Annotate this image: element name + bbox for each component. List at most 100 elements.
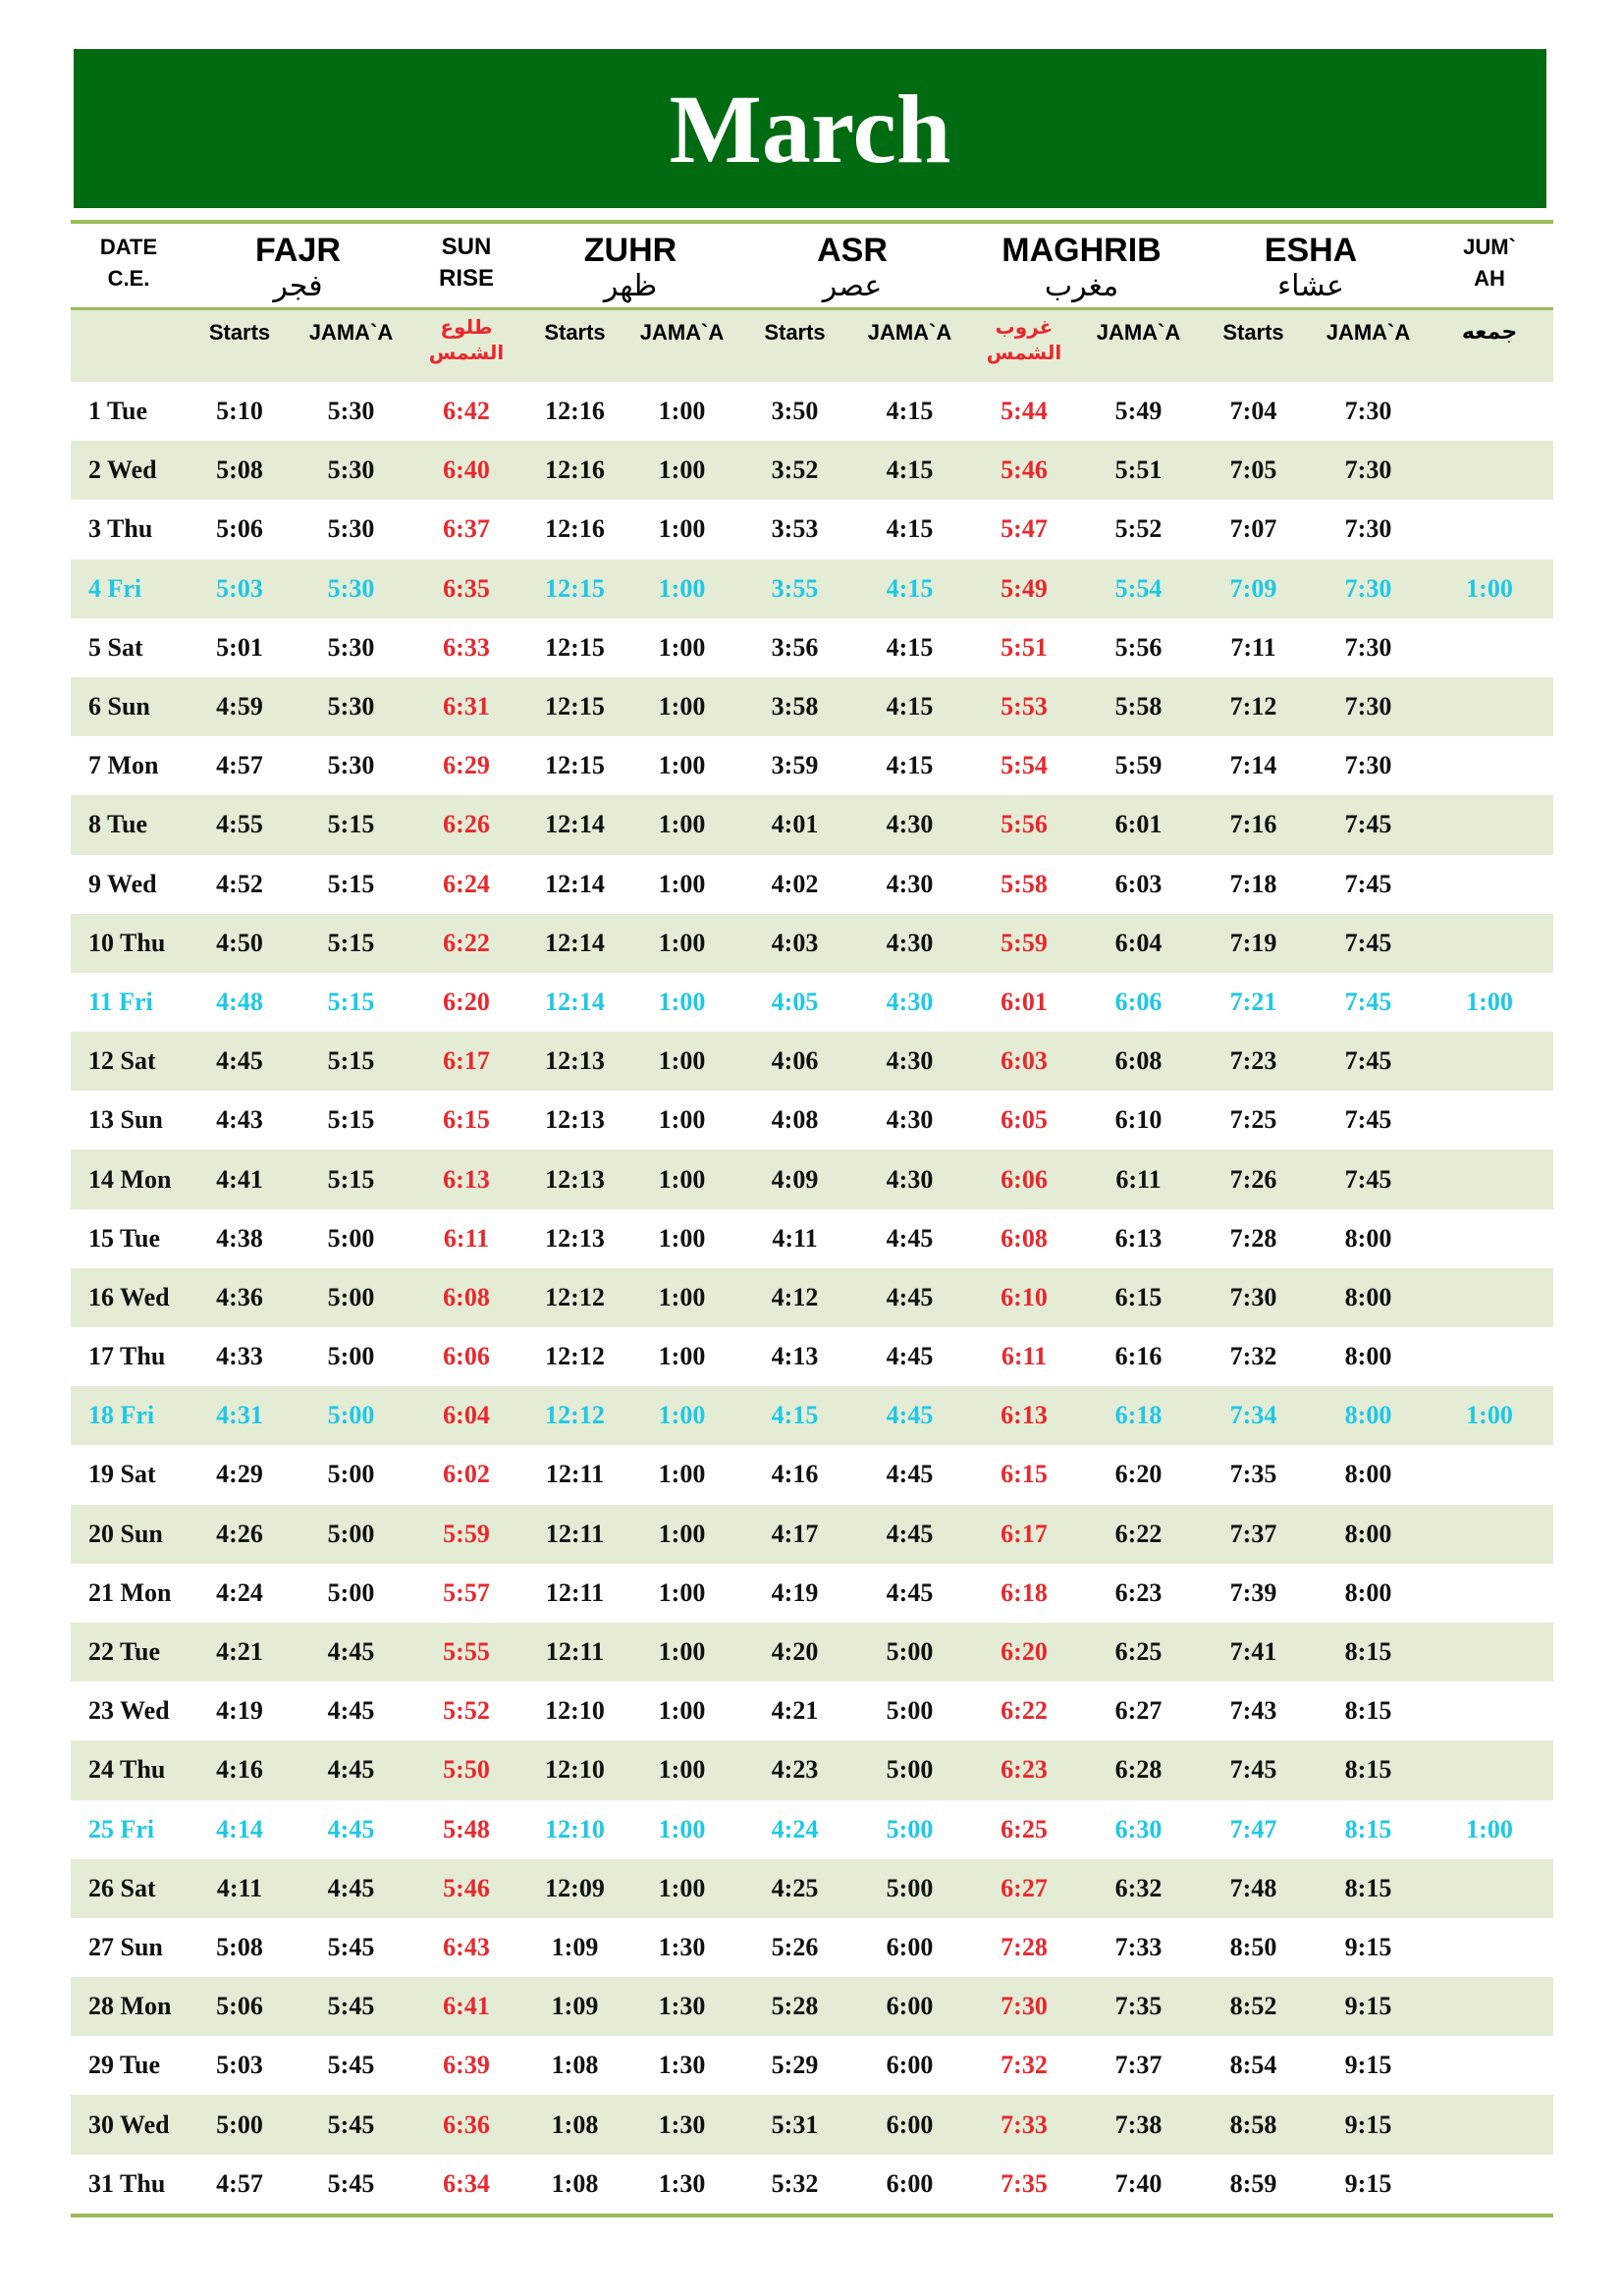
cell-date: 17 Thu: [88, 1342, 166, 1371]
cell-zuhr-starts: 1:09: [551, 1992, 599, 2021]
cell-sunrise: 6:41: [443, 1992, 490, 2021]
cell-date: 16 Wed: [88, 1282, 170, 1311]
fajr-label-ar: فجر: [273, 269, 323, 303]
cell-fajr-starts: 5:01: [216, 632, 263, 662]
cell-esha-starts: 7:26: [1229, 1164, 1277, 1194]
cell-maghrib-sunset: 6:08: [1001, 1223, 1048, 1253]
cell-maghrib-sunset: 6:27: [1001, 1873, 1048, 1902]
cell-fajr-starts: 4:45: [216, 1046, 263, 1076]
cell-zuhr-starts: 12:15: [545, 573, 605, 603]
cell-esha-jamaa: 7:30: [1344, 632, 1392, 662]
cell-asr-jamaa: 4:30: [886, 810, 934, 839]
cell-maghrib-sunset: 5:47: [1001, 514, 1048, 544]
cell-maghrib-jamaa: 6:23: [1114, 1577, 1163, 1607]
cell-zuhr-jamaa: 1:30: [658, 2051, 706, 2080]
cell-esha-starts: 7:30: [1229, 1282, 1277, 1311]
cell-fajr-starts: 5:10: [216, 397, 263, 426]
cell-zuhr-starts: 12:13: [545, 1164, 605, 1194]
cell-asr-jamaa: 4:15: [886, 514, 934, 544]
cell-fajr-starts: 5:03: [216, 2051, 263, 2080]
table-body: 1 Tue 5:10 5:30 6:42 12:16 1:00 3:50 4:15 5:44 5:…: [71, 382, 1553, 2214]
esha-label-ar: عشاء: [1277, 269, 1344, 303]
cell-zuhr-jamaa: 1:00: [658, 1342, 706, 1371]
cell-sunrise: 5:59: [443, 1519, 490, 1548]
cell-asr-starts: 4:03: [771, 928, 819, 957]
cell-date: 27 Sun: [88, 1932, 163, 1961]
fajr-label: FAJR: [255, 232, 341, 269]
table-row: 22 Tue 4:21 4:45 5:55 12:11 1:00 4:20 5:00 6:20 6…: [71, 1622, 1553, 1682]
cell-fajr-starts: 5:00: [216, 2109, 263, 2139]
cell-fajr-starts: 4:59: [216, 692, 263, 721]
cell-fajr-starts: 4:11: [216, 1873, 263, 1902]
cell-maghrib-sunset: 6:11: [1001, 1342, 1048, 1371]
cell-esha-jamaa: 7:45: [1344, 810, 1392, 839]
cell-zuhr-starts: 12:11: [545, 1637, 605, 1667]
cell-esha-starts: 7:19: [1229, 928, 1277, 957]
cell-asr-starts: 5:26: [771, 1932, 819, 1961]
cell-zuhr-starts: 1:09: [551, 1932, 599, 1961]
cell-maghrib-jamaa: 6:15: [1114, 1282, 1163, 1311]
cell-asr-starts: 3:53: [771, 514, 819, 544]
cell-fajr-jamaa: 4:45: [327, 1755, 375, 1785]
cell-fajr-starts: 5:06: [216, 1992, 263, 2021]
cell-esha-starts: 7:21: [1229, 987, 1277, 1016]
cell-asr-jamaa: 6:00: [886, 1992, 934, 2021]
cell-asr-starts: 5:31: [771, 2109, 819, 2139]
cell-asr-starts: 5:32: [771, 2168, 819, 2198]
table-row: 4 Fri 5:03 5:30 6:35 12:15 1:00 3:55 4:15 5:49 5:…: [71, 559, 1553, 618]
cell-maghrib-jamaa: 5:49: [1114, 397, 1163, 426]
cell-maghrib-sunset: 6:23: [1001, 1755, 1048, 1785]
cell-fajr-jamaa: 5:00: [327, 1460, 375, 1489]
cell-sunrise: 6:17: [443, 1046, 490, 1076]
table-row: 16 Wed 4:36 5:00 6:08 12:12 1:00 4:12 4:45 6:10 6…: [71, 1267, 1553, 1327]
cell-fajr-starts: 4:19: [216, 1696, 263, 1726]
cell-asr-jamaa: 4:15: [886, 751, 934, 780]
cell-maghrib-sunset: 5:44: [1001, 397, 1048, 426]
cell-esha-starts: 8:50: [1229, 1932, 1277, 1961]
header-maghrib: MAGHRIB مغرب: [967, 232, 1196, 304]
cell-zuhr-jamaa: 1:00: [658, 1046, 706, 1076]
cell-jumah: 1:00: [1466, 1814, 1513, 1843]
cell-fajr-starts: 4:57: [216, 2168, 263, 2198]
cell-esha-starts: 7:28: [1229, 1223, 1277, 1253]
table-row: 29 Tue 5:03 5:45 6:39 1:08 1:30 5:29 6:00 7:32 7:…: [71, 2036, 1553, 2095]
table-row: 8 Tue 4:55 5:15 6:26 12:14 1:00 4:01 4:30 5:56 6:…: [71, 795, 1553, 855]
cell-date: 21 Mon: [88, 1577, 172, 1607]
table-row: 7 Mon 4:57 5:30 6:29 12:15 1:00 3:59 4:15 5:54 5:…: [71, 736, 1553, 795]
cell-zuhr-jamaa: 1:00: [658, 455, 706, 485]
cell-maghrib-sunset: 5:46: [1001, 455, 1048, 485]
cell-maghrib-sunset: 6:13: [1001, 1401, 1048, 1430]
sub-esha-starts: Starts: [1222, 320, 1284, 345]
table-row: 28 Mon 5:06 5:45 6:41 1:09 1:30 5:28 6:00 7:30 7:…: [71, 1977, 1553, 2037]
cell-sunrise: 5:55: [443, 1637, 490, 1667]
cell-esha-jamaa: 9:15: [1344, 1932, 1392, 1961]
cell-zuhr-jamaa: 1:00: [658, 573, 706, 603]
cell-esha-jamaa: 9:15: [1344, 1992, 1392, 2021]
sub-maghrib-jamaa: JAMA`A: [1096, 320, 1181, 345]
cell-maghrib-jamaa: 6:30: [1114, 1814, 1163, 1843]
cell-date: 14 Mon: [88, 1164, 172, 1194]
cell-esha-starts: 7:35: [1229, 1460, 1277, 1489]
table-row: 5 Sat 5:01 5:30 6:33 12:15 1:00 3:56 4:15 5:51 5:…: [71, 618, 1553, 677]
cell-sunrise: 6:02: [443, 1460, 490, 1489]
cell-date: 19 Sat: [88, 1460, 156, 1489]
cell-zuhr-starts: 12:10: [545, 1755, 605, 1785]
cell-esha-jamaa: 8:15: [1344, 1873, 1392, 1902]
cell-maghrib-jamaa: 7:33: [1114, 1932, 1163, 1961]
cell-esha-starts: 7:12: [1229, 692, 1277, 721]
cell-asr-starts: 4:05: [771, 987, 819, 1016]
cell-date: 5 Sat: [88, 632, 143, 662]
cell-maghrib-jamaa: 7:35: [1114, 1992, 1163, 2021]
cell-esha-jamaa: 8:00: [1344, 1577, 1392, 1607]
cell-fajr-starts: 4:31: [216, 1401, 263, 1430]
cell-esha-starts: 7:48: [1229, 1873, 1277, 1902]
cell-maghrib-jamaa: 6:13: [1114, 1223, 1163, 1253]
cell-esha-jamaa: 7:30: [1344, 692, 1392, 721]
cell-maghrib-sunset: 7:33: [1001, 2109, 1048, 2139]
cell-maghrib-jamaa: 6:28: [1114, 1755, 1163, 1785]
cell-asr-starts: 4:24: [771, 1814, 819, 1843]
cell-zuhr-jamaa: 1:00: [658, 1755, 706, 1785]
cell-sunrise: 6:39: [443, 2051, 490, 2080]
cell-fajr-starts: 4:36: [216, 1282, 263, 1311]
cell-sunrise: 5:48: [443, 1814, 490, 1843]
